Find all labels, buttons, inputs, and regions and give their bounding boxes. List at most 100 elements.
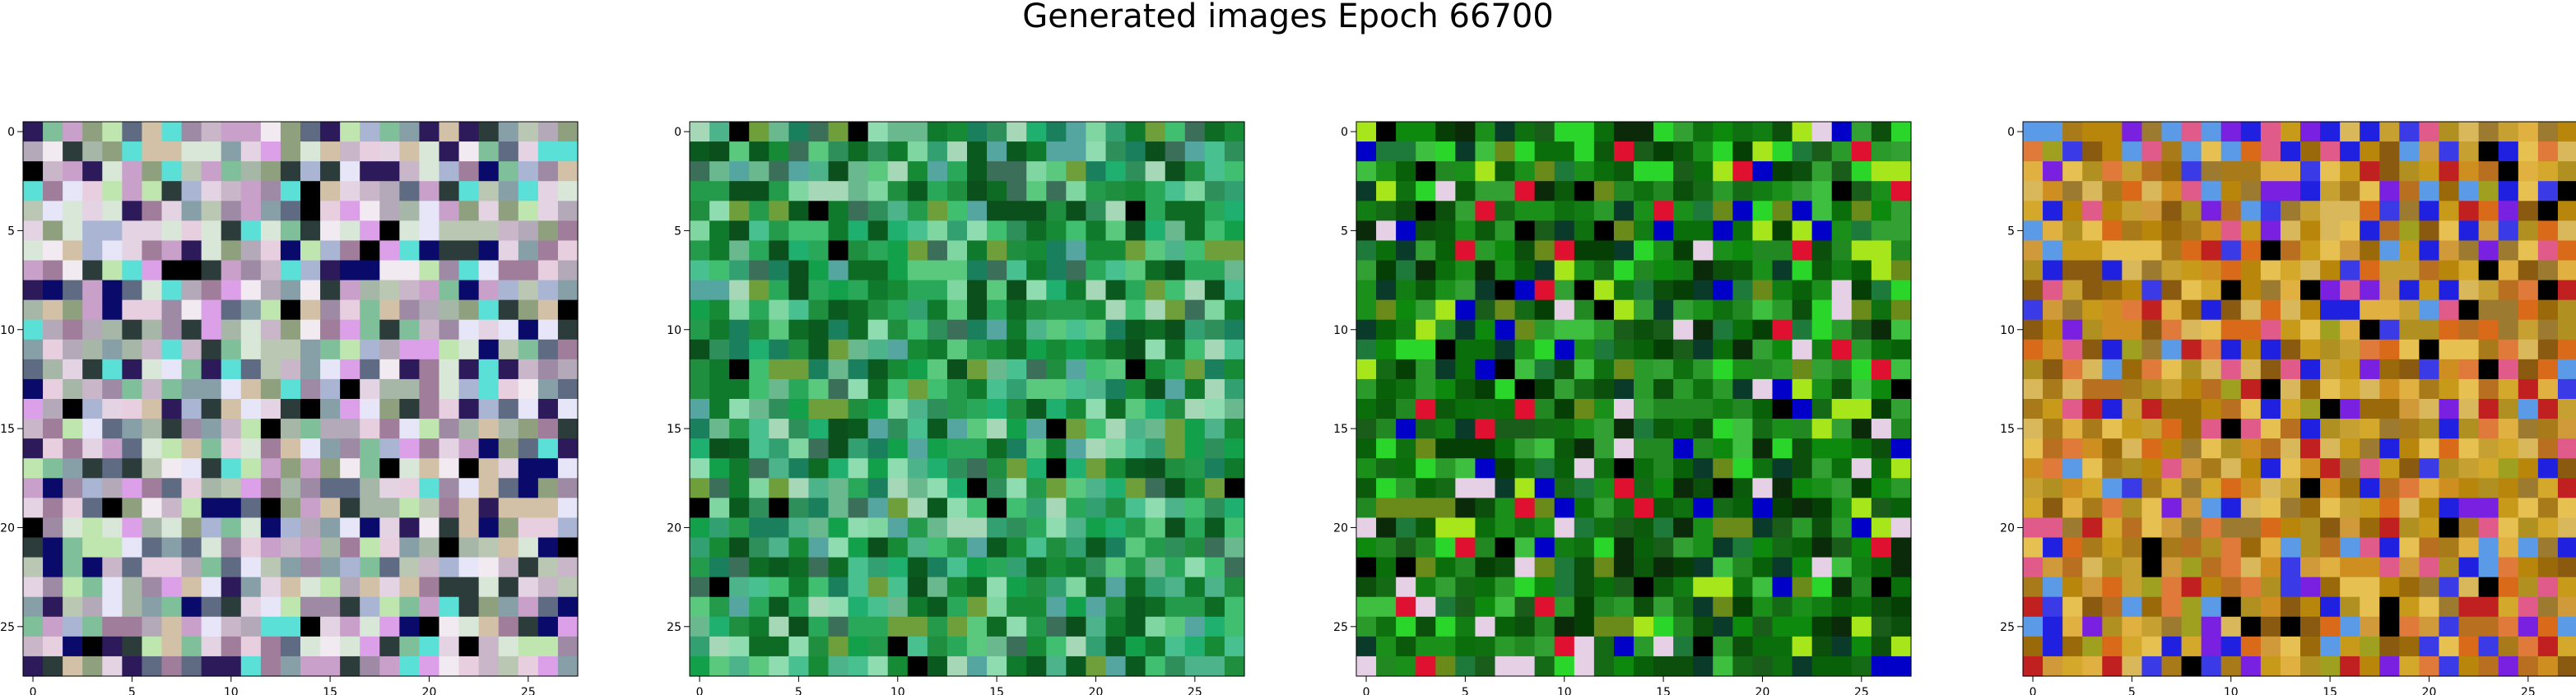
pixel-cell (1792, 557, 1813, 578)
pixel-cell (1086, 319, 1107, 341)
pixel-cell (399, 419, 421, 439)
pixel-cell (1066, 299, 1087, 321)
pixel-cell (122, 616, 143, 637)
pixel-cell (2043, 299, 2063, 321)
pixel-cell (2240, 399, 2262, 419)
pixel-cell (867, 498, 889, 519)
pixel-cell (2161, 596, 2183, 618)
pixel-cell (181, 220, 202, 242)
pixel-cell (360, 616, 380, 637)
pixel-cell (43, 399, 63, 419)
pixel-cell (399, 201, 421, 221)
pixel-cell (828, 636, 849, 657)
pixel-cell (2419, 240, 2440, 262)
pixel-cell (221, 478, 242, 498)
pixel-cell (1871, 181, 1892, 202)
pixel-cell (2043, 181, 2063, 202)
pixel-cell (2320, 517, 2341, 539)
pixel-cell (769, 557, 789, 578)
pixel-cell (2360, 438, 2380, 459)
pixel-cell (1593, 419, 1615, 439)
pixel-cell (2023, 220, 2044, 242)
pixel-cell (1593, 557, 1615, 578)
pixel-cell (1356, 122, 1377, 142)
pixel-cell (1455, 419, 1476, 439)
pixel-cell (1851, 299, 1872, 321)
pixel-cell (1752, 498, 1774, 519)
pixel-cell (1653, 339, 1674, 360)
pixel-cell (537, 161, 559, 182)
pixel-cell (240, 478, 262, 498)
pixel-cell (1007, 557, 1027, 578)
pixel-cell (1851, 596, 1872, 618)
pixel-cell (1613, 299, 1634, 321)
pixel-cell (946, 319, 968, 341)
pixel-cell (2102, 557, 2123, 578)
pixel-cell (399, 359, 421, 380)
pixel-cell (1356, 419, 1377, 439)
pixel-cell (2082, 240, 2103, 262)
pixel-cell (23, 478, 44, 498)
pixel-cell (749, 122, 770, 142)
pixel-cell (2399, 596, 2420, 618)
pixel-cell (2260, 378, 2281, 400)
pixel-cell (907, 220, 928, 242)
pixel-cell (2082, 299, 2103, 321)
pixel-cell (2320, 161, 2341, 182)
pixel-cell (848, 201, 869, 221)
pixel-cell (1475, 557, 1496, 578)
pixel-cell (2439, 399, 2460, 419)
pixel-cell (690, 299, 710, 321)
pixel-cell (201, 240, 222, 262)
pixel-cell (340, 260, 360, 281)
pixel-cell (439, 517, 460, 539)
pixel-cell (161, 596, 183, 618)
pixel-cell (1475, 399, 1496, 419)
pixel-cell (2557, 656, 2576, 677)
pixel-cell (320, 220, 341, 242)
pixel-cell (1890, 616, 1912, 637)
pixel-cell (2498, 498, 2519, 519)
pixel-cell (769, 596, 789, 618)
pixel-cell (2141, 181, 2163, 202)
pixel-cell (1396, 596, 1416, 618)
pixel-cell (967, 399, 988, 419)
pixel-cell (2340, 577, 2360, 598)
axes-frame (1355, 121, 1912, 677)
pixel-cell (1653, 260, 1674, 281)
pixel-cell (2537, 399, 2559, 419)
pixel-cell (808, 280, 830, 301)
pixel-cell (1713, 616, 1733, 637)
pixel-cell (2043, 656, 2063, 677)
pixel-cell (2360, 240, 2380, 262)
pixel-cell (379, 498, 400, 519)
pixel-cell (1871, 478, 1892, 498)
pixel-cell (2518, 517, 2539, 539)
pixel-cell (557, 419, 579, 439)
pixel-cell (419, 220, 440, 242)
pixel-cell (987, 359, 1007, 380)
pixel-cell (537, 201, 559, 221)
pixel-cell (1792, 339, 1813, 360)
pixel-cell (1792, 616, 1813, 637)
pixel-cell (848, 181, 869, 202)
y-tick-label: 20 (2000, 521, 2015, 535)
pixel-cell (2280, 517, 2301, 539)
pixel-cell (43, 596, 63, 618)
pixel-cell (1772, 378, 1793, 400)
pixel-cell (1475, 498, 1496, 519)
pixel-cell (1871, 537, 1892, 558)
pixel-cell (2122, 181, 2143, 202)
pixel-cell (1066, 596, 1087, 618)
pixel-cell (946, 478, 968, 498)
pixel-cell (749, 141, 770, 162)
pixel-cell (946, 636, 968, 657)
pixel-cell (1396, 498, 1416, 519)
pixel-cell (769, 260, 789, 281)
pixel-cell (1772, 220, 1793, 242)
pixel-cell (1514, 458, 1536, 479)
pixel-cell (557, 141, 579, 162)
pixel-cell (2320, 378, 2341, 400)
pixel-cell (399, 577, 421, 598)
